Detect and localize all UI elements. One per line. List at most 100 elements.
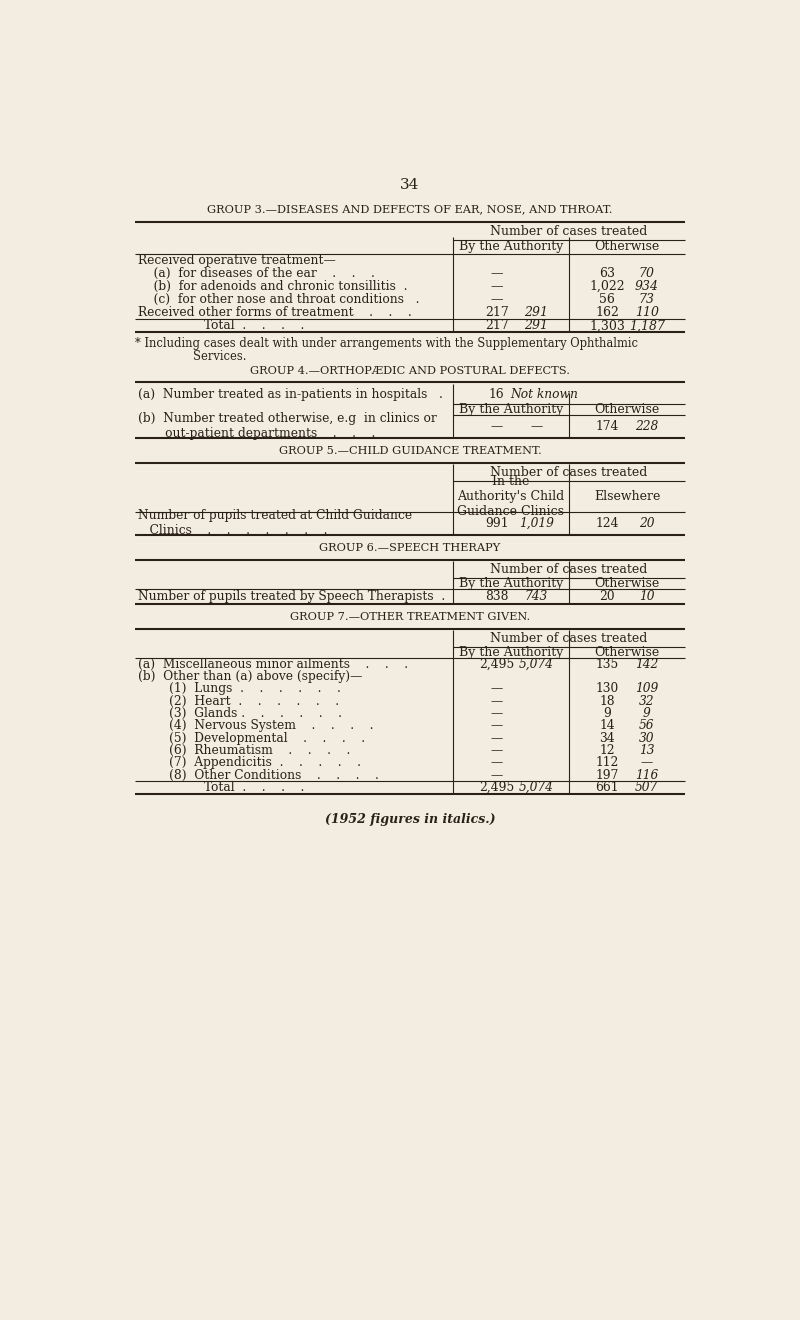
Text: —: — [490,267,503,280]
Text: (2)  Heart  .    .    .    .    .    .: (2) Heart . . . . . . [138,694,339,708]
Text: —: — [530,420,542,433]
Text: 743: 743 [525,590,548,603]
Text: 291: 291 [524,306,548,319]
Text: By the Authority: By the Authority [458,240,563,253]
Text: (b)  Other than (a) above (specify)—: (b) Other than (a) above (specify)— [138,671,362,684]
Text: By the Authority: By the Authority [458,577,563,590]
Text: (4)  Nervous System    .    .    .    .: (4) Nervous System . . . . [138,719,374,733]
Text: 228: 228 [635,420,658,433]
Text: 34: 34 [400,178,420,191]
Text: (8)  Other Conditions    .    .    .    .: (8) Other Conditions . . . . [138,768,379,781]
Text: (7)  Appendicitis  .    .    .    .    .: (7) Appendicitis . . . . . [138,756,361,770]
Text: (1)  Lungs  .    .    .    .    .    .: (1) Lungs . . . . . . [138,682,341,696]
Text: 13: 13 [639,744,654,758]
Text: —: — [490,420,503,433]
Text: By the Authority: By the Authority [458,647,563,659]
Text: —: — [490,744,503,758]
Text: Total  .    .    .    .: Total . . . . [138,781,304,795]
Text: 2,495: 2,495 [479,657,514,671]
Text: 30: 30 [639,731,654,744]
Text: Total  .    .    .    .: Total . . . . [138,319,304,333]
Text: 291: 291 [524,319,548,333]
Text: 1,022: 1,022 [590,280,625,293]
Text: —: — [490,719,503,733]
Text: 16: 16 [489,388,505,400]
Text: Otherwise: Otherwise [594,647,660,659]
Text: (b)  for adenoids and chronic tonsillitis  .: (b) for adenoids and chronic tonsillitis… [138,280,407,293]
Text: (a)  for diseases of the ear    .    .    .: (a) for diseases of the ear . . . [138,267,375,280]
Text: (a)  Number treated as in-patients in hospitals   .: (a) Number treated as in-patients in hos… [138,388,443,400]
Text: 73: 73 [638,293,654,306]
Text: Otherwise: Otherwise [594,240,660,253]
Text: 1,019: 1,019 [519,517,554,529]
Text: (b)  Number treated otherwise, e.g  in clinics or
       out-patient departments: (b) Number treated otherwise, e.g in cli… [138,412,437,441]
Text: By the Authority: By the Authority [458,403,563,416]
Text: 135: 135 [596,657,619,671]
Text: —: — [490,756,503,770]
Text: 838: 838 [485,590,509,603]
Text: GROUP 5.—CHILD GUIDANCE TREATMENT.: GROUP 5.—CHILD GUIDANCE TREATMENT. [278,446,542,455]
Text: —: — [490,694,503,708]
Text: 20: 20 [639,517,654,529]
Text: 162: 162 [595,306,619,319]
Text: 5,074: 5,074 [519,657,554,671]
Text: —: — [490,293,503,306]
Text: Otherwise: Otherwise [594,577,660,590]
Text: (a)  Miscellaneous minor ailments    .    .    .: (a) Miscellaneous minor ailments . . . [138,657,408,671]
Text: 197: 197 [595,768,619,781]
Text: 109: 109 [635,682,658,696]
Text: 10: 10 [639,590,654,603]
Text: Number of cases treated: Number of cases treated [490,564,647,576]
Text: 2,495: 2,495 [479,781,514,795]
Text: 14: 14 [599,719,615,733]
Text: Elsewhere: Elsewhere [594,490,660,503]
Text: 9: 9 [603,708,611,721]
Text: (c)  for other nose and throat conditions   .: (c) for other nose and throat conditions… [138,293,419,306]
Text: (6)  Rheumatism    .    .    .    .: (6) Rheumatism . . . . [138,744,350,758]
Text: GROUP 7.—OTHER TREATMENT GIVEN.: GROUP 7.—OTHER TREATMENT GIVEN. [290,612,530,622]
Text: 991: 991 [485,517,509,529]
Text: 63: 63 [599,267,615,280]
Text: 142: 142 [635,657,658,671]
Text: —: — [641,756,653,770]
Text: 9: 9 [643,708,650,721]
Text: 507: 507 [635,781,658,795]
Text: Number of pupils treated by Speech Therapists  .: Number of pupils treated by Speech Thera… [138,590,446,603]
Text: Received operative treatment—: Received operative treatment— [138,253,336,267]
Text: 112: 112 [595,756,619,770]
Text: Number of pupils treated at Child Guidance
   Clinics    .    .    .    .    .  : Number of pupils treated at Child Guidan… [138,510,412,537]
Text: 56: 56 [599,293,615,306]
Text: 1,187: 1,187 [629,319,665,333]
Text: Otherwise: Otherwise [594,403,660,416]
Text: (5)  Developmental    .    .    .    .: (5) Developmental . . . . [138,731,365,744]
Text: 70: 70 [638,267,654,280]
Text: —: — [490,682,503,696]
Text: GROUP 4.—ORTHOPÆDIC AND POSTURAL DEFECTS.: GROUP 4.—ORTHOPÆDIC AND POSTURAL DEFECTS… [250,366,570,375]
Text: Number of cases treated: Number of cases treated [490,466,647,479]
Text: 124: 124 [595,517,619,529]
Text: 110: 110 [634,306,658,319]
Text: —: — [490,768,503,781]
Text: 32: 32 [639,694,654,708]
Text: Number of cases treated: Number of cases treated [490,224,647,238]
Text: —: — [490,731,503,744]
Text: 1,303: 1,303 [590,319,625,333]
Text: Services.: Services. [135,350,246,363]
Text: * Including cases dealt with under arrangements with the Supplementary Ophthalmi: * Including cases dealt with under arran… [135,337,638,350]
Text: Received other forms of treatment    .    .    .: Received other forms of treatment . . . [138,306,412,319]
Text: 34: 34 [599,731,615,744]
Text: 56: 56 [639,719,654,733]
Text: 934: 934 [634,280,658,293]
Text: 116: 116 [635,768,658,781]
Text: 174: 174 [595,420,619,433]
Text: (1952 figures in italics.): (1952 figures in italics.) [325,813,495,826]
Text: (3)  Glands .    .    .    .    .    .: (3) Glands . . . . . . [138,708,342,721]
Text: Not known: Not known [510,388,578,400]
Text: 130: 130 [596,682,619,696]
Text: GROUP 6.—SPEECH THERAPY: GROUP 6.—SPEECH THERAPY [319,543,501,553]
Text: —: — [490,280,503,293]
Text: 217: 217 [485,319,509,333]
Text: 12: 12 [599,744,615,758]
Text: Number of cases treated: Number of cases treated [490,632,647,645]
Text: 5,074: 5,074 [519,781,554,795]
